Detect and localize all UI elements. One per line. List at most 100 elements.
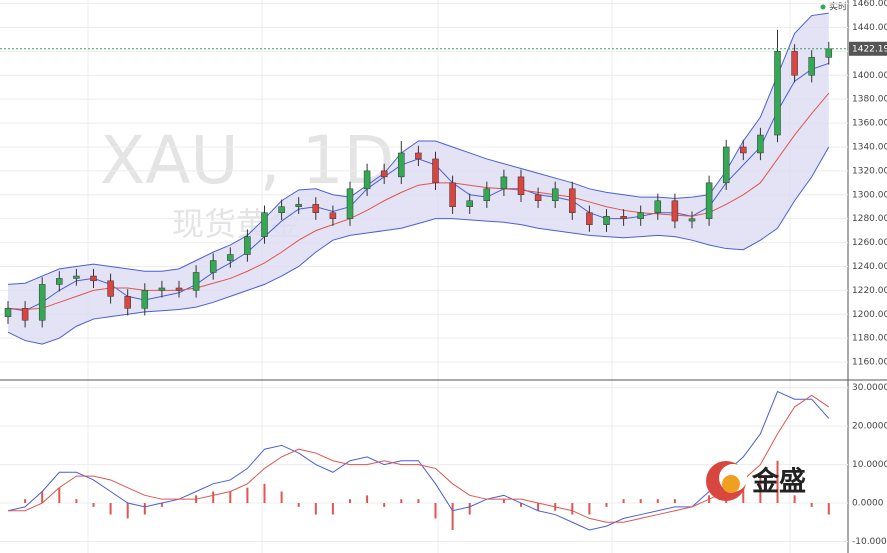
candle-body [312, 204, 320, 213]
last-price-box [849, 41, 887, 56]
histogram-bar [451, 503, 454, 530]
candle-body [586, 212, 593, 225]
candle-body [551, 188, 559, 202]
candle-body [295, 204, 302, 207]
candle-body [21, 308, 29, 321]
histogram-bar [776, 460, 779, 504]
series-line [8, 394, 830, 523]
histogram-bar [212, 491, 215, 504]
y-tick-label: 1400.00 [852, 71, 887, 81]
candle-body [244, 236, 251, 255]
y-tick-label: 1260.00 [852, 238, 887, 248]
histogram-bar [520, 503, 522, 507]
candle-body [740, 146, 747, 154]
candle-body [688, 218, 696, 222]
candle-body [671, 200, 679, 222]
candle-body [141, 290, 149, 309]
candle-body [261, 212, 268, 237]
y-tick-label: 1300.00 [852, 190, 887, 200]
y-tick-label: 30.0000 [852, 383, 887, 393]
candle-body [175, 287, 183, 291]
histogram-bar [417, 499, 420, 504]
last-price-label: 1422.19 [852, 44, 887, 54]
y-tick-label: 10.0000 [852, 460, 887, 470]
histogram-bar [502, 499, 505, 504]
candle-body [500, 176, 508, 190]
y-tick-label: 1320.00 [852, 166, 887, 176]
y-tick-label: 1160.00 [852, 358, 887, 368]
candle-body [73, 275, 80, 279]
series-line [7, 12, 829, 285]
histogram-bar [759, 472, 762, 504]
y-tick-label: 1360.00 [852, 119, 887, 129]
status: 实时 [829, 1, 847, 13]
histogram-bar [622, 499, 625, 504]
histogram-bar [793, 495, 796, 504]
candle-body [380, 170, 388, 178]
candle-body [329, 212, 337, 219]
histogram-bar [331, 503, 334, 515]
y-tick-label: 1200.00 [852, 310, 887, 320]
candle-body [808, 57, 815, 76]
candle-body [791, 51, 798, 76]
histogram-bar [468, 503, 471, 515]
y-tick-label: 20.0000 [852, 422, 887, 432]
candle-body [363, 170, 371, 190]
histogram-bar [400, 499, 403, 504]
histogram-bar [588, 503, 591, 515]
histogram-bar [126, 503, 129, 519]
histogram-bar [571, 503, 574, 515]
histogram-bar [229, 491, 232, 504]
y-tick-label: 1180.00 [852, 334, 887, 344]
histogram-bar [656, 499, 659, 504]
histogram-bar [109, 503, 112, 515]
candle-body [227, 254, 234, 261]
histogram-bar [41, 491, 44, 504]
histogram-bar [24, 499, 27, 504]
y-tick-label: 1340.00 [852, 142, 887, 152]
y-tick-label: 1240.00 [852, 262, 887, 272]
candle-body [534, 194, 542, 202]
candle-body [346, 188, 354, 219]
status-dot [820, 4, 826, 10]
histogram-bar [280, 491, 283, 504]
candle-body [278, 206, 285, 213]
candle-body [107, 280, 114, 297]
candle-body [637, 212, 644, 219]
candle-body [466, 200, 473, 207]
histogram-bar [75, 499, 78, 504]
candle-body [209, 260, 217, 273]
candle-body [483, 188, 491, 202]
watermark: XAU , 1D [100, 122, 394, 199]
candle-body [654, 200, 662, 213]
candle-body [56, 278, 63, 285]
candle-body [517, 176, 525, 196]
histogram-bar [434, 503, 437, 519]
y-tick-label: 1380.00 [852, 95, 887, 105]
candle-body [90, 275, 97, 282]
histogram-bar [639, 499, 642, 504]
logo: 金盛 [706, 461, 806, 501]
histogram-bar [314, 503, 317, 515]
candle-body [398, 152, 405, 178]
candle-body [757, 134, 764, 154]
candle-body [620, 216, 627, 219]
candle-body [722, 146, 730, 184]
candle-body [825, 48, 833, 58]
candle-body [4, 308, 12, 317]
candle-body [192, 272, 200, 291]
candle-body [432, 158, 439, 184]
candle-body [415, 152, 422, 160]
logo-text: 金盛 [751, 466, 806, 498]
candle-body [449, 182, 456, 207]
y-tick-label: 1220.00 [852, 286, 887, 296]
histogram-bar [349, 499, 351, 504]
candle-body [569, 188, 576, 213]
y-tick-label: -10.0000 [852, 537, 887, 547]
candle-body [603, 216, 610, 225]
y-tick-label: 0.0000 [852, 499, 884, 509]
histogram-bar [366, 495, 369, 504]
candle-body [158, 287, 166, 291]
candle-body [774, 51, 781, 136]
